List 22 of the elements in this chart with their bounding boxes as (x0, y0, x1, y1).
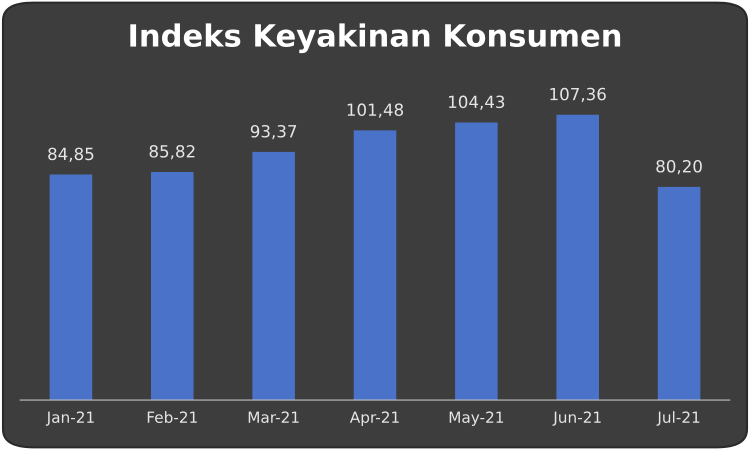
x-tick-label: Jun-21 (552, 411, 601, 426)
data-label: 84,85 (48, 148, 94, 162)
bar (354, 130, 396, 400)
data-label: 101,48 (348, 103, 404, 118)
x-tick-label: Feb-21 (148, 411, 197, 423)
x-tick-label: Jan-21 (46, 411, 94, 426)
bar (556, 114, 599, 400)
x-tick-label: Jul-21 (656, 411, 700, 426)
bar (658, 186, 700, 400)
data-label: 80,20 (656, 160, 702, 174)
data-label: 85,82 (150, 145, 194, 160)
bar (50, 174, 92, 400)
x-tick-label: Mar-21 (248, 411, 299, 423)
data-label: 107,36 (550, 88, 606, 102)
data-label: 93,37 (250, 124, 296, 140)
bar (252, 152, 295, 400)
x-tick-label: May-21 (450, 411, 504, 426)
bar (151, 172, 194, 400)
x-tick-label: Apr-21 (350, 411, 399, 426)
chart-title: Indeks Keyakinan Konsumen (130, 23, 620, 54)
bar (455, 122, 498, 400)
data-label: 104,43 (449, 96, 504, 110)
